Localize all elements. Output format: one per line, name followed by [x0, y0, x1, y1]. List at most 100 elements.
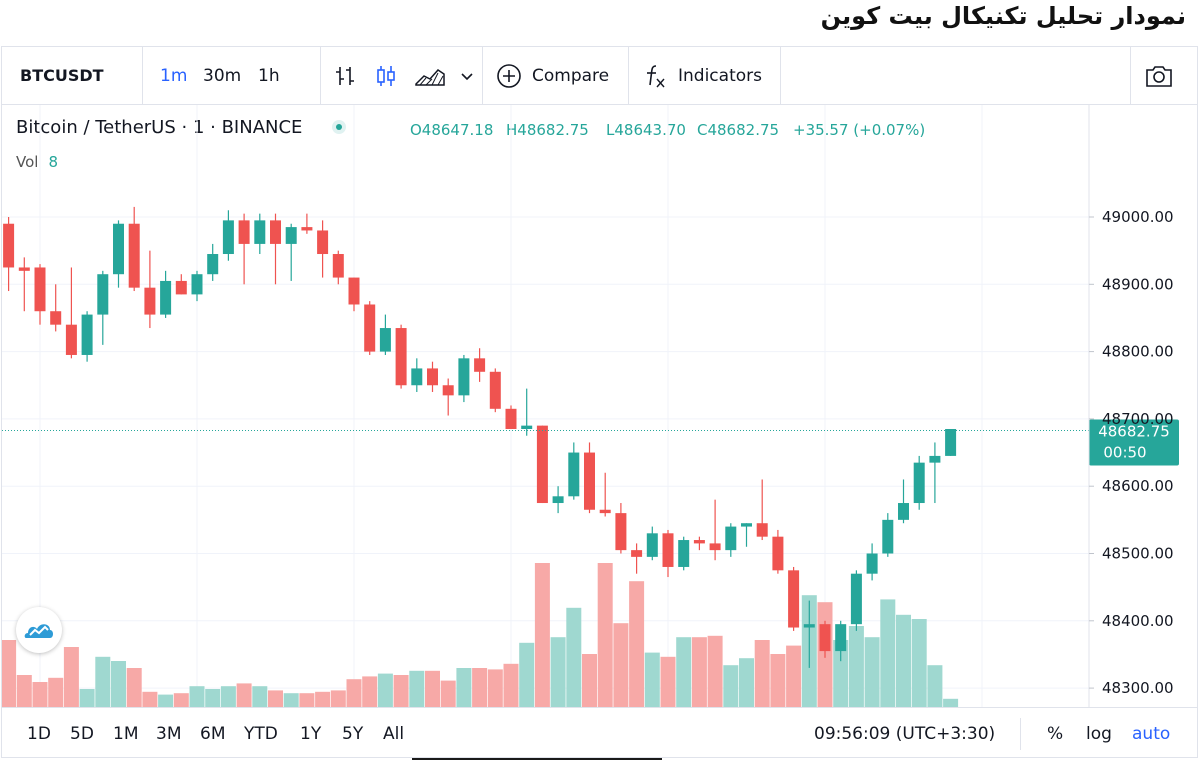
bottom-divider	[1020, 718, 1021, 750]
range-1d-button[interactable]: 1D	[27, 724, 51, 744]
volume-bar	[95, 656, 111, 707]
price-tick-label: 48900.00	[1102, 275, 1174, 293]
volume-bar	[456, 668, 472, 707]
candle-style-icon[interactable]	[374, 47, 398, 104]
interval-30m-button[interactable]: 30m	[203, 65, 242, 86]
chart-overlay: 48682.75 00:50	[2, 419, 1179, 466]
interval-1m-button[interactable]: 1m	[160, 65, 188, 86]
candle-body	[458, 358, 470, 396]
volume-bar	[644, 652, 660, 707]
volume-bar	[236, 683, 252, 707]
percent-toggle[interactable]: %	[1047, 724, 1064, 744]
bar-style-icon[interactable]	[333, 47, 357, 104]
volume-bar	[691, 637, 707, 707]
volume-bar	[707, 635, 723, 707]
range-1y-button[interactable]: 1Y	[300, 724, 322, 744]
volume-bar	[142, 691, 158, 707]
chevron-down-icon[interactable]	[459, 47, 475, 104]
range-6m-button[interactable]: 6M	[200, 724, 226, 744]
price-axis[interactable]: 49000.00 48900.00 48800.00 48700.00 48600.00…	[1088, 105, 1174, 707]
toolbar-divider	[482, 47, 483, 104]
toolbar-divider	[320, 47, 321, 104]
volume-bar	[629, 581, 645, 707]
ohlc-open: O48647.18	[410, 121, 494, 139]
plus-circle-icon	[497, 63, 521, 88]
candlestick-chart[interactable]: 48682.75 00:50 49000.00 48900.00 48800.00 48…	[2, 105, 1197, 707]
volume-bar	[534, 563, 550, 707]
volume-bar	[126, 668, 142, 707]
volume-bar	[362, 676, 378, 707]
last-price-label-bg	[1089, 419, 1179, 466]
auto-toggle[interactable]: auto	[1132, 724, 1171, 744]
volume-bar	[63, 647, 79, 707]
volume-bar	[252, 686, 268, 707]
volume-bar	[597, 563, 613, 707]
volume-bar	[550, 637, 566, 707]
volume-bar	[111, 661, 126, 707]
market-status-icon	[332, 120, 347, 134]
candle-body	[913, 462, 925, 504]
candle-body	[254, 220, 266, 244]
candle-body	[81, 314, 93, 355]
camera-icon[interactable]	[1144, 47, 1174, 104]
candle-body	[725, 526, 737, 551]
compare-label: Compare	[532, 65, 610, 86]
volume-label: Vol	[16, 153, 39, 171]
volume-bar	[613, 623, 629, 707]
indicators-label: Indicators	[678, 65, 762, 86]
candle-body	[160, 280, 172, 315]
candle-body	[128, 223, 140, 288]
volume-bar	[503, 663, 519, 707]
bar-countdown: 00:50	[1103, 444, 1146, 462]
volume-bar	[283, 693, 299, 707]
ohlc-high: H48682.75	[506, 121, 589, 139]
toolbar-divider	[628, 47, 629, 104]
last-price-value: 48682.75	[1098, 423, 1170, 441]
toolbar-divider	[142, 47, 143, 104]
candle-body	[536, 425, 548, 504]
volume-bar	[205, 689, 221, 707]
volume-bar	[754, 640, 770, 707]
top-toolbar: BTCUSDT 1m 30m 1h Compare Indicators	[2, 47, 1197, 105]
volume-bar	[220, 686, 236, 707]
volume-bar	[268, 690, 283, 707]
price-tick-label: 48800.00	[1102, 343, 1174, 361]
range-5y-button[interactable]: 5Y	[342, 724, 364, 744]
range-all-button[interactable]: All	[383, 724, 405, 744]
volume-bar	[582, 654, 597, 707]
candle-body	[285, 227, 297, 244]
compare-button[interactable]: Compare	[496, 47, 609, 104]
bottom-toolbar: 1D 5D 1M 3M 6M YTD 1Y 5Y All 09:56:09 (U…	[2, 707, 1197, 760]
candle-body	[191, 274, 203, 295]
price-tick-label: 48300.00	[1102, 679, 1174, 697]
volume-bar	[676, 637, 692, 707]
candle-body	[678, 540, 690, 567]
area-style-icon[interactable]	[414, 47, 446, 104]
range-ytd-button[interactable]: YTD	[244, 724, 278, 744]
log-toggle[interactable]: log	[1086, 724, 1112, 744]
volume-bar	[315, 691, 331, 707]
range-1m-button[interactable]: 1M	[113, 724, 139, 744]
volume-bar	[911, 619, 927, 707]
price-tick-label: 48400.00	[1102, 612, 1174, 630]
range-3m-button[interactable]: 3M	[156, 724, 182, 744]
candle-body	[175, 280, 187, 295]
candle-body	[3, 223, 15, 268]
volume-bar	[660, 656, 676, 707]
symbol-search-button[interactable]: BTCUSDT	[20, 66, 104, 85]
candle-body	[803, 624, 815, 628]
volume-bar	[723, 665, 739, 707]
candle-body	[898, 503, 909, 520]
price-tick-label: 49000.00	[1102, 208, 1174, 226]
indicators-button[interactable]: Indicators	[644, 47, 762, 104]
volume-bar	[16, 675, 32, 707]
clock-timezone[interactable]: 09:56:09 (UTC+3:30)	[814, 724, 996, 744]
candle-body	[144, 287, 156, 315]
candle-body	[34, 267, 46, 312]
candle-body	[348, 277, 360, 305]
range-5d-button[interactable]: 5D	[70, 724, 94, 744]
toolbar-divider	[780, 47, 781, 104]
tradingview-logo-icon[interactable]	[16, 607, 62, 653]
price-tick-label: 48600.00	[1102, 477, 1174, 495]
interval-1h-button[interactable]: 1h	[258, 65, 280, 86]
